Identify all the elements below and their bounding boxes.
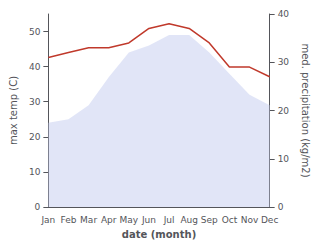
svg-text:20: 20 [278, 106, 290, 116]
svg-text:Aug: Aug [180, 215, 198, 225]
svg-text:date (month): date (month) [122, 229, 196, 240]
svg-text:Mar: Mar [80, 215, 97, 225]
svg-text:30: 30 [29, 97, 41, 107]
svg-text:Apr: Apr [101, 215, 117, 225]
svg-text:Feb: Feb [61, 215, 77, 225]
svg-text:Jul: Jul [163, 215, 175, 225]
svg-text:Jan: Jan [40, 215, 55, 225]
svg-text:20: 20 [29, 132, 41, 142]
svg-text:10: 10 [29, 167, 41, 177]
svg-text:0: 0 [278, 202, 284, 212]
svg-text:max temp (C): max temp (C) [8, 76, 19, 145]
svg-text:30: 30 [278, 57, 290, 67]
svg-text:May: May [120, 215, 139, 225]
svg-text:10: 10 [278, 154, 290, 164]
svg-text:Oct: Oct [222, 215, 238, 225]
svg-text:40: 40 [278, 9, 290, 19]
svg-text:Jun: Jun [141, 215, 156, 225]
svg-text:Dec: Dec [261, 215, 278, 225]
svg-text:0: 0 [35, 202, 41, 212]
svg-text:Nov: Nov [241, 215, 259, 225]
svg-text:50: 50 [29, 27, 41, 37]
svg-text:Sep: Sep [201, 215, 218, 225]
svg-text:med. precipitation (kg/m2): med. precipitation (kg/m2) [300, 43, 311, 177]
svg-text:40: 40 [29, 62, 41, 72]
